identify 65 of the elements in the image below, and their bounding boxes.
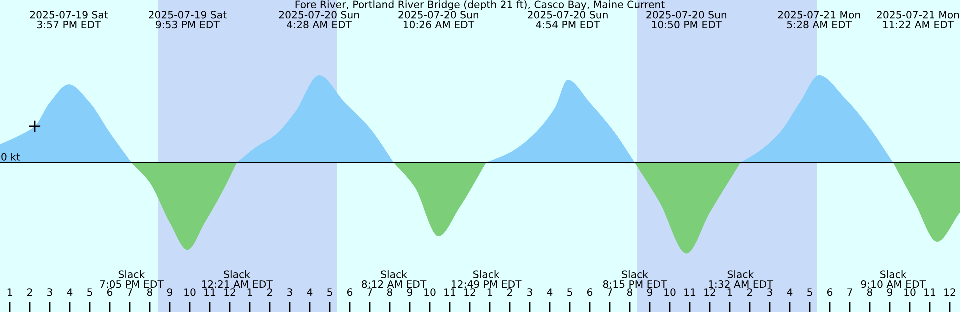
x-tick-label: 4 xyxy=(547,288,553,296)
x-tick-label: 9 xyxy=(647,288,653,296)
x-tick-label: 2 xyxy=(268,288,272,296)
text: 2025-07-21 Mon 11:22 AM EDT xyxy=(877,11,960,28)
x-tick-label: 3 xyxy=(288,288,292,296)
x-tick-label: 11 xyxy=(924,288,936,296)
x-tick-label: 5 xyxy=(328,288,332,296)
x-tick-label: 2 xyxy=(508,288,512,296)
x-tick-label: 6 xyxy=(107,288,113,296)
x-tick-label: 7 xyxy=(848,288,852,296)
text: 2025-07-19 Sat 9:53 PM EDT xyxy=(149,11,227,29)
x-tick-label: 11 xyxy=(204,288,216,296)
x-tick-label: 5 xyxy=(88,288,92,296)
x-tick-label: 10 xyxy=(904,288,916,296)
x-tick-label: 11 xyxy=(684,288,696,296)
text: Slack 8:12 AM EDT xyxy=(362,270,427,288)
x-tick-label: 1 xyxy=(488,288,492,296)
x-tick-label: 8 xyxy=(387,288,393,296)
text: Slack 12:21 AM EDT xyxy=(202,270,273,288)
text: 2025-07-20 Sun 4:28 AM EDT xyxy=(279,11,360,29)
text: 2025-07-20 Sun 10:26 AM EDT xyxy=(398,11,479,29)
x-tick-label: 6 xyxy=(827,288,833,296)
x-tick-label: 1 xyxy=(8,288,12,296)
x-tick-label: 12 xyxy=(944,288,956,296)
x-tick-label: 12 xyxy=(704,288,716,296)
x-tick-label: 6 xyxy=(347,288,353,296)
chart-title: Fore River, Portland River Bridge (depth 21 ft), Casco Bay, Maine Current xyxy=(296,0,665,10)
x-tick-label: 3 xyxy=(768,288,772,296)
text: 2025-07-20 Sun 4:54 PM EDT xyxy=(528,11,608,29)
x-tick-label: 8 xyxy=(147,288,153,296)
x-tick-label: 12 xyxy=(224,288,236,296)
x-tick-label: 1 xyxy=(248,288,252,296)
text: Slack 1:32 AM EDT xyxy=(709,270,774,288)
x-tick-label: 1 xyxy=(728,288,732,296)
text: Slack 8:15 PM EDT xyxy=(603,270,668,288)
x-tick-label: 10 xyxy=(424,288,436,296)
x-tick-label: 7 xyxy=(608,288,612,296)
x-tick-label: 2 xyxy=(28,288,32,296)
x-tick-label: 4 xyxy=(67,288,73,296)
x-tick-label: 5 xyxy=(568,288,572,296)
text: 2025-07-21 Mon 5:28 AM EDT xyxy=(778,11,860,29)
text: Slack 12:49 PM EDT xyxy=(452,270,522,288)
x-tick-label: 7 xyxy=(128,288,132,296)
x-tick-label: 4 xyxy=(307,288,313,296)
text: Slack 9:10 AM EDT xyxy=(861,270,926,288)
x-tick-label: 12 xyxy=(464,288,476,296)
text: 2025-07-20 Sun 10:50 PM EDT xyxy=(646,11,727,29)
x-tick-label: 2 xyxy=(748,288,752,296)
x-tick-label: 5 xyxy=(808,288,812,296)
x-tick-label: 7 xyxy=(368,288,372,296)
x-tick-label: 9 xyxy=(407,288,413,296)
x-tick-label: 6 xyxy=(587,288,593,296)
text: Slack 7:05 PM EDT xyxy=(100,270,164,288)
x-tick-label: 11 xyxy=(444,288,456,296)
x-tick-label: 9 xyxy=(167,288,173,296)
x-tick-label: 8 xyxy=(627,288,633,296)
ref-line-label: 0 kt xyxy=(2,153,20,161)
x-tick-label: 3 xyxy=(528,288,532,296)
x-tick-label: 10 xyxy=(184,288,196,296)
x-tick-label: 3 xyxy=(48,288,52,296)
x-tick-label: 9 xyxy=(887,288,893,296)
text: 2025-07-19 Sat 3:57 PM EDT xyxy=(30,11,108,29)
x-tick-label: 8 xyxy=(867,288,873,296)
x-tick-label: 10 xyxy=(664,288,676,296)
x-tick-label: 4 xyxy=(787,288,793,296)
